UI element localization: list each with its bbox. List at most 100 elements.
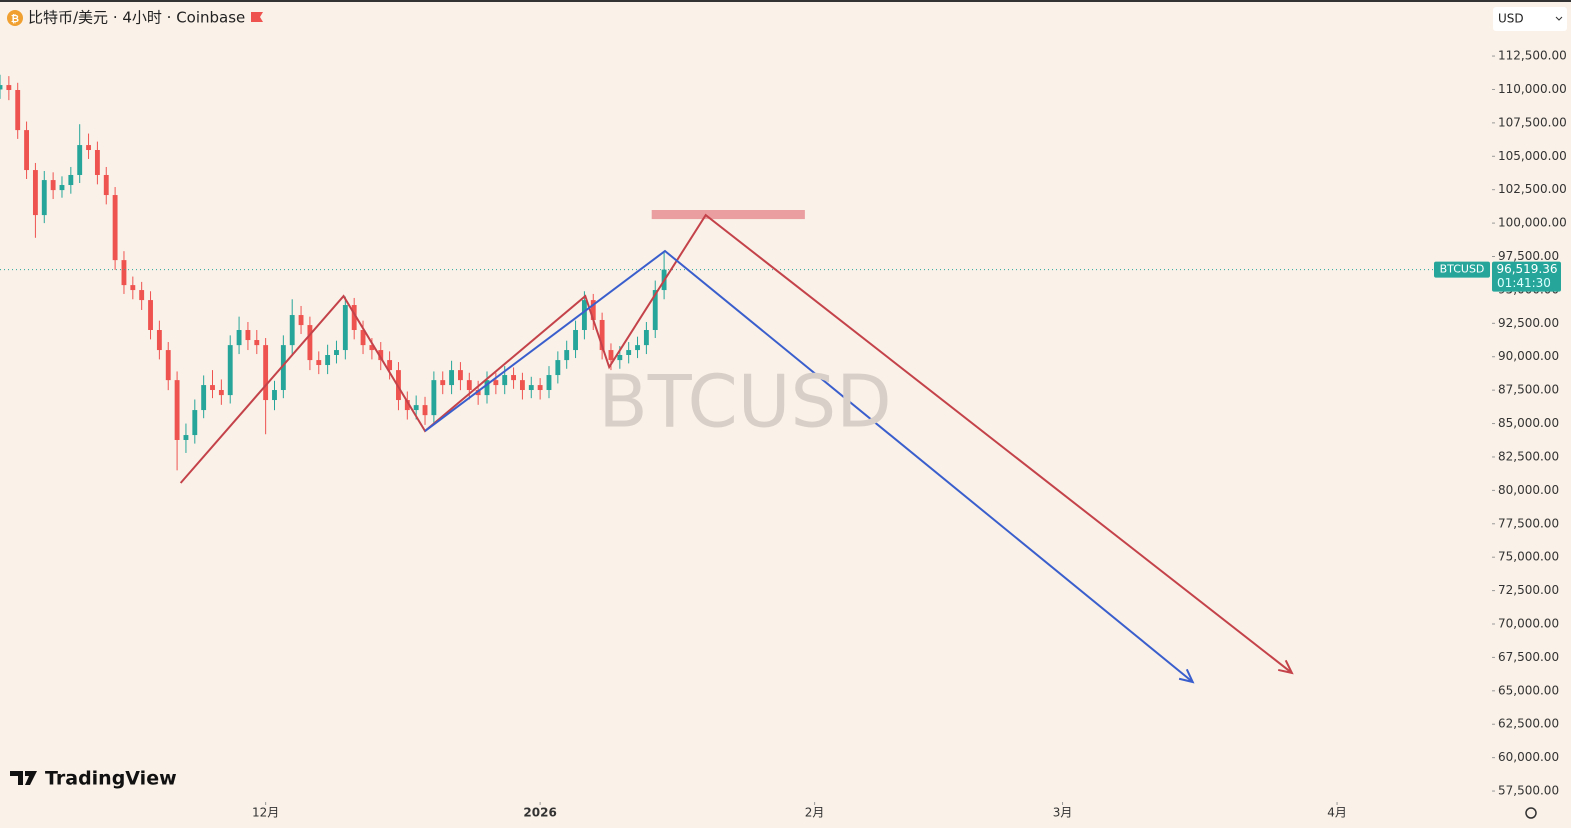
candle-body [440, 380, 446, 386]
candle-body [555, 360, 561, 376]
trend-line [179, 213, 1293, 674]
candle-body [0, 85, 3, 90]
candle-body [254, 340, 260, 346]
arrow-head [1178, 668, 1195, 684]
dropdown-caret [1555, 16, 1563, 21]
candle-body [599, 319, 605, 351]
candle-body [351, 305, 357, 331]
candle-body [130, 285, 136, 291]
y-tick-label: 75,000.00 [1498, 550, 1559, 564]
candle-body [626, 350, 632, 355]
candle-body [77, 145, 83, 175]
candle-body [449, 370, 455, 386]
candle-body [537, 385, 543, 391]
candle-body [519, 380, 525, 391]
candle-body [298, 315, 304, 326]
trend-line [424, 249, 1194, 683]
symbol-tag-label: BTCUSD [1440, 263, 1485, 276]
y-tick-label: 67,500.00 [1498, 650, 1559, 664]
candle-body [325, 354, 331, 366]
top-border [0, 0, 1571, 2]
candle-body [652, 290, 658, 331]
candle-body [635, 345, 640, 351]
y-tick-label: 62,500.00 [1498, 717, 1559, 731]
candle-body [334, 350, 339, 355]
y-tick-label: 102,500.00 [1498, 182, 1567, 196]
candle-body [218, 390, 224, 396]
y-tick-label: 105,000.00 [1498, 149, 1567, 163]
brand-icon [10, 771, 37, 785]
x-tick-label: 3月 [1053, 806, 1073, 820]
x-tick-label: 12月 [252, 806, 279, 820]
candle-body [342, 305, 348, 351]
candle-body [643, 330, 649, 346]
plot-area: 57,500.00 60,000.00 62,500.00 65,000.00 67,5… [0, 49, 1567, 820]
settings-icon[interactable] [1525, 807, 1537, 819]
candle-body [396, 370, 401, 401]
brand-name: TradingView [45, 768, 177, 790]
candle-body [360, 330, 366, 346]
y-tick-label: 90,000.00 [1498, 349, 1559, 363]
y-tick-label: 60,000.00 [1498, 750, 1559, 764]
flag-icon[interactable] [251, 12, 263, 22]
candle-body [121, 260, 127, 286]
y-tick-label: 72,500.00 [1498, 583, 1559, 597]
candle-body [15, 90, 21, 131]
candle-body [387, 360, 393, 371]
currency-select[interactable] [1493, 7, 1567, 31]
candle-body [59, 185, 65, 191]
y-tick-label: 97,500.00 [1498, 249, 1559, 263]
candle-body [458, 370, 463, 381]
price-tag [1492, 261, 1561, 292]
y-tick-label: 80,000.00 [1498, 483, 1559, 497]
candle-body [103, 174, 109, 196]
candle-body [511, 375, 517, 381]
y-tick-label: 112,500.00 [1498, 49, 1567, 63]
candle-body [183, 435, 189, 440]
candle-body [86, 145, 91, 151]
coin-icon [7, 10, 23, 26]
candle-body [316, 360, 322, 366]
candle-body [431, 380, 437, 416]
candle-body [148, 300, 153, 331]
y-tick-label: 57,500.00 [1498, 784, 1559, 798]
candle-body [608, 350, 614, 361]
candle-body [564, 350, 570, 361]
candle-body [369, 345, 375, 351]
candle-body [581, 300, 587, 331]
candle-body [617, 354, 623, 361]
candle-body [484, 380, 490, 396]
arrow-head [1277, 659, 1294, 675]
currency-label: USD [1498, 12, 1524, 26]
y-tick-label: 70,000.00 [1498, 617, 1559, 631]
resistance-band [651, 210, 805, 220]
x-tick-label: 4月 [1327, 806, 1347, 820]
candle-body [413, 405, 419, 411]
candle-body [546, 375, 552, 391]
symbol-title: 比特币/美元 · 4小时 · Coinbase [28, 9, 245, 27]
candle-body [307, 325, 313, 361]
candle-body [94, 150, 100, 175]
candle-body [475, 390, 481, 396]
y-tick-label: 92,500.00 [1498, 316, 1559, 330]
candle-body [165, 350, 171, 381]
candle-body [493, 380, 499, 386]
symbol-tag [1434, 261, 1490, 278]
candle-body [68, 174, 74, 186]
candle-body [378, 350, 384, 361]
candle-body [50, 180, 56, 191]
candle-body [422, 405, 428, 416]
y-tick-label: 107,500.00 [1498, 115, 1567, 129]
candle-body [24, 130, 29, 171]
candle-body [227, 345, 233, 396]
x-tick-label: 2月 [805, 806, 825, 820]
candle-body [280, 345, 286, 391]
candle-body [139, 290, 145, 301]
candle-body [236, 330, 242, 346]
candle-body [404, 400, 410, 411]
y-tick-label: 87,500.00 [1498, 383, 1559, 397]
candle-body [210, 385, 215, 391]
